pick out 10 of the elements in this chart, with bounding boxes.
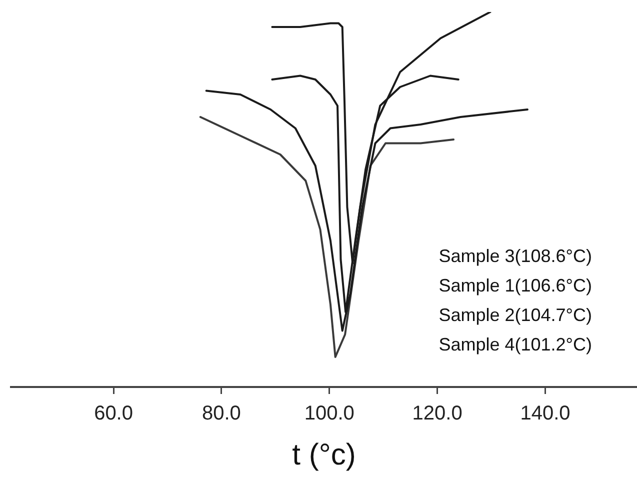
annotation: Sample 4(101.2°C): [438, 334, 592, 354]
x-axis-title: t (°c): [292, 438, 356, 472]
annotation: Sample 2(104.7°C): [438, 304, 592, 325]
annotation: Sample 3(108.6°C): [438, 246, 592, 266]
x-tick-label: 100.0: [304, 402, 354, 425]
x-tick-label: 60.0: [94, 402, 134, 425]
x-tick-label: 80.0: [202, 402, 241, 425]
x-tick-label: 120.0: [412, 402, 462, 425]
x-tick-label: 140.0: [520, 402, 570, 425]
annotation: Sample 1(106.6°C): [438, 275, 592, 296]
